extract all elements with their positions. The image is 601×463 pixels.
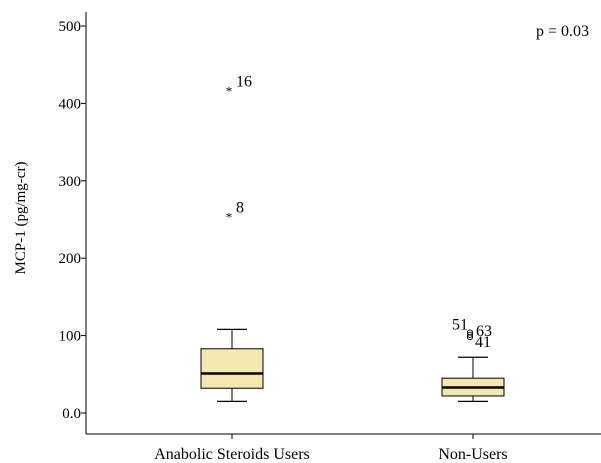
y-tick-label: 200 bbox=[59, 251, 82, 267]
outlier-marker bbox=[466, 329, 474, 336]
y-tick-label: 300 bbox=[59, 174, 82, 190]
outlier-marker bbox=[466, 331, 474, 338]
box-1 bbox=[200, 328, 264, 402]
boxes bbox=[200, 328, 505, 402]
y-tick-label: 0.0 bbox=[62, 406, 81, 422]
x-category-label: Non-Users bbox=[438, 446, 507, 463]
y-tick-label: 100 bbox=[59, 329, 82, 345]
y-tick-label: 500 bbox=[59, 19, 82, 35]
x-axis-labels: Anabolic Steroids Users Non-Users bbox=[154, 434, 508, 463]
y-axis-ticks: 0.0 100 200 300 400 500 bbox=[59, 19, 86, 422]
outlier-label: 16 bbox=[236, 73, 252, 90]
x-category-label: Anabolic Steroids Users bbox=[154, 446, 310, 463]
outlier-label: 51 bbox=[452, 317, 468, 334]
outlier-marker bbox=[466, 334, 474, 341]
box-2 bbox=[441, 356, 505, 402]
axes bbox=[85, 12, 601, 435]
outlier-label: 41 bbox=[475, 334, 491, 351]
outlier-label: 8 bbox=[236, 200, 244, 217]
iqr-box bbox=[200, 348, 264, 389]
outlier-label: 63 bbox=[476, 323, 492, 340]
y-tick-label: 400 bbox=[59, 96, 82, 112]
y-axis-title: MCP-1 (pg/mg-cr) bbox=[13, 162, 29, 275]
extreme-outlier-marker: * bbox=[226, 210, 233, 225]
p-value-annotation: p = 0.03 bbox=[536, 23, 589, 40]
extreme-outlier-marker: * bbox=[226, 83, 233, 98]
